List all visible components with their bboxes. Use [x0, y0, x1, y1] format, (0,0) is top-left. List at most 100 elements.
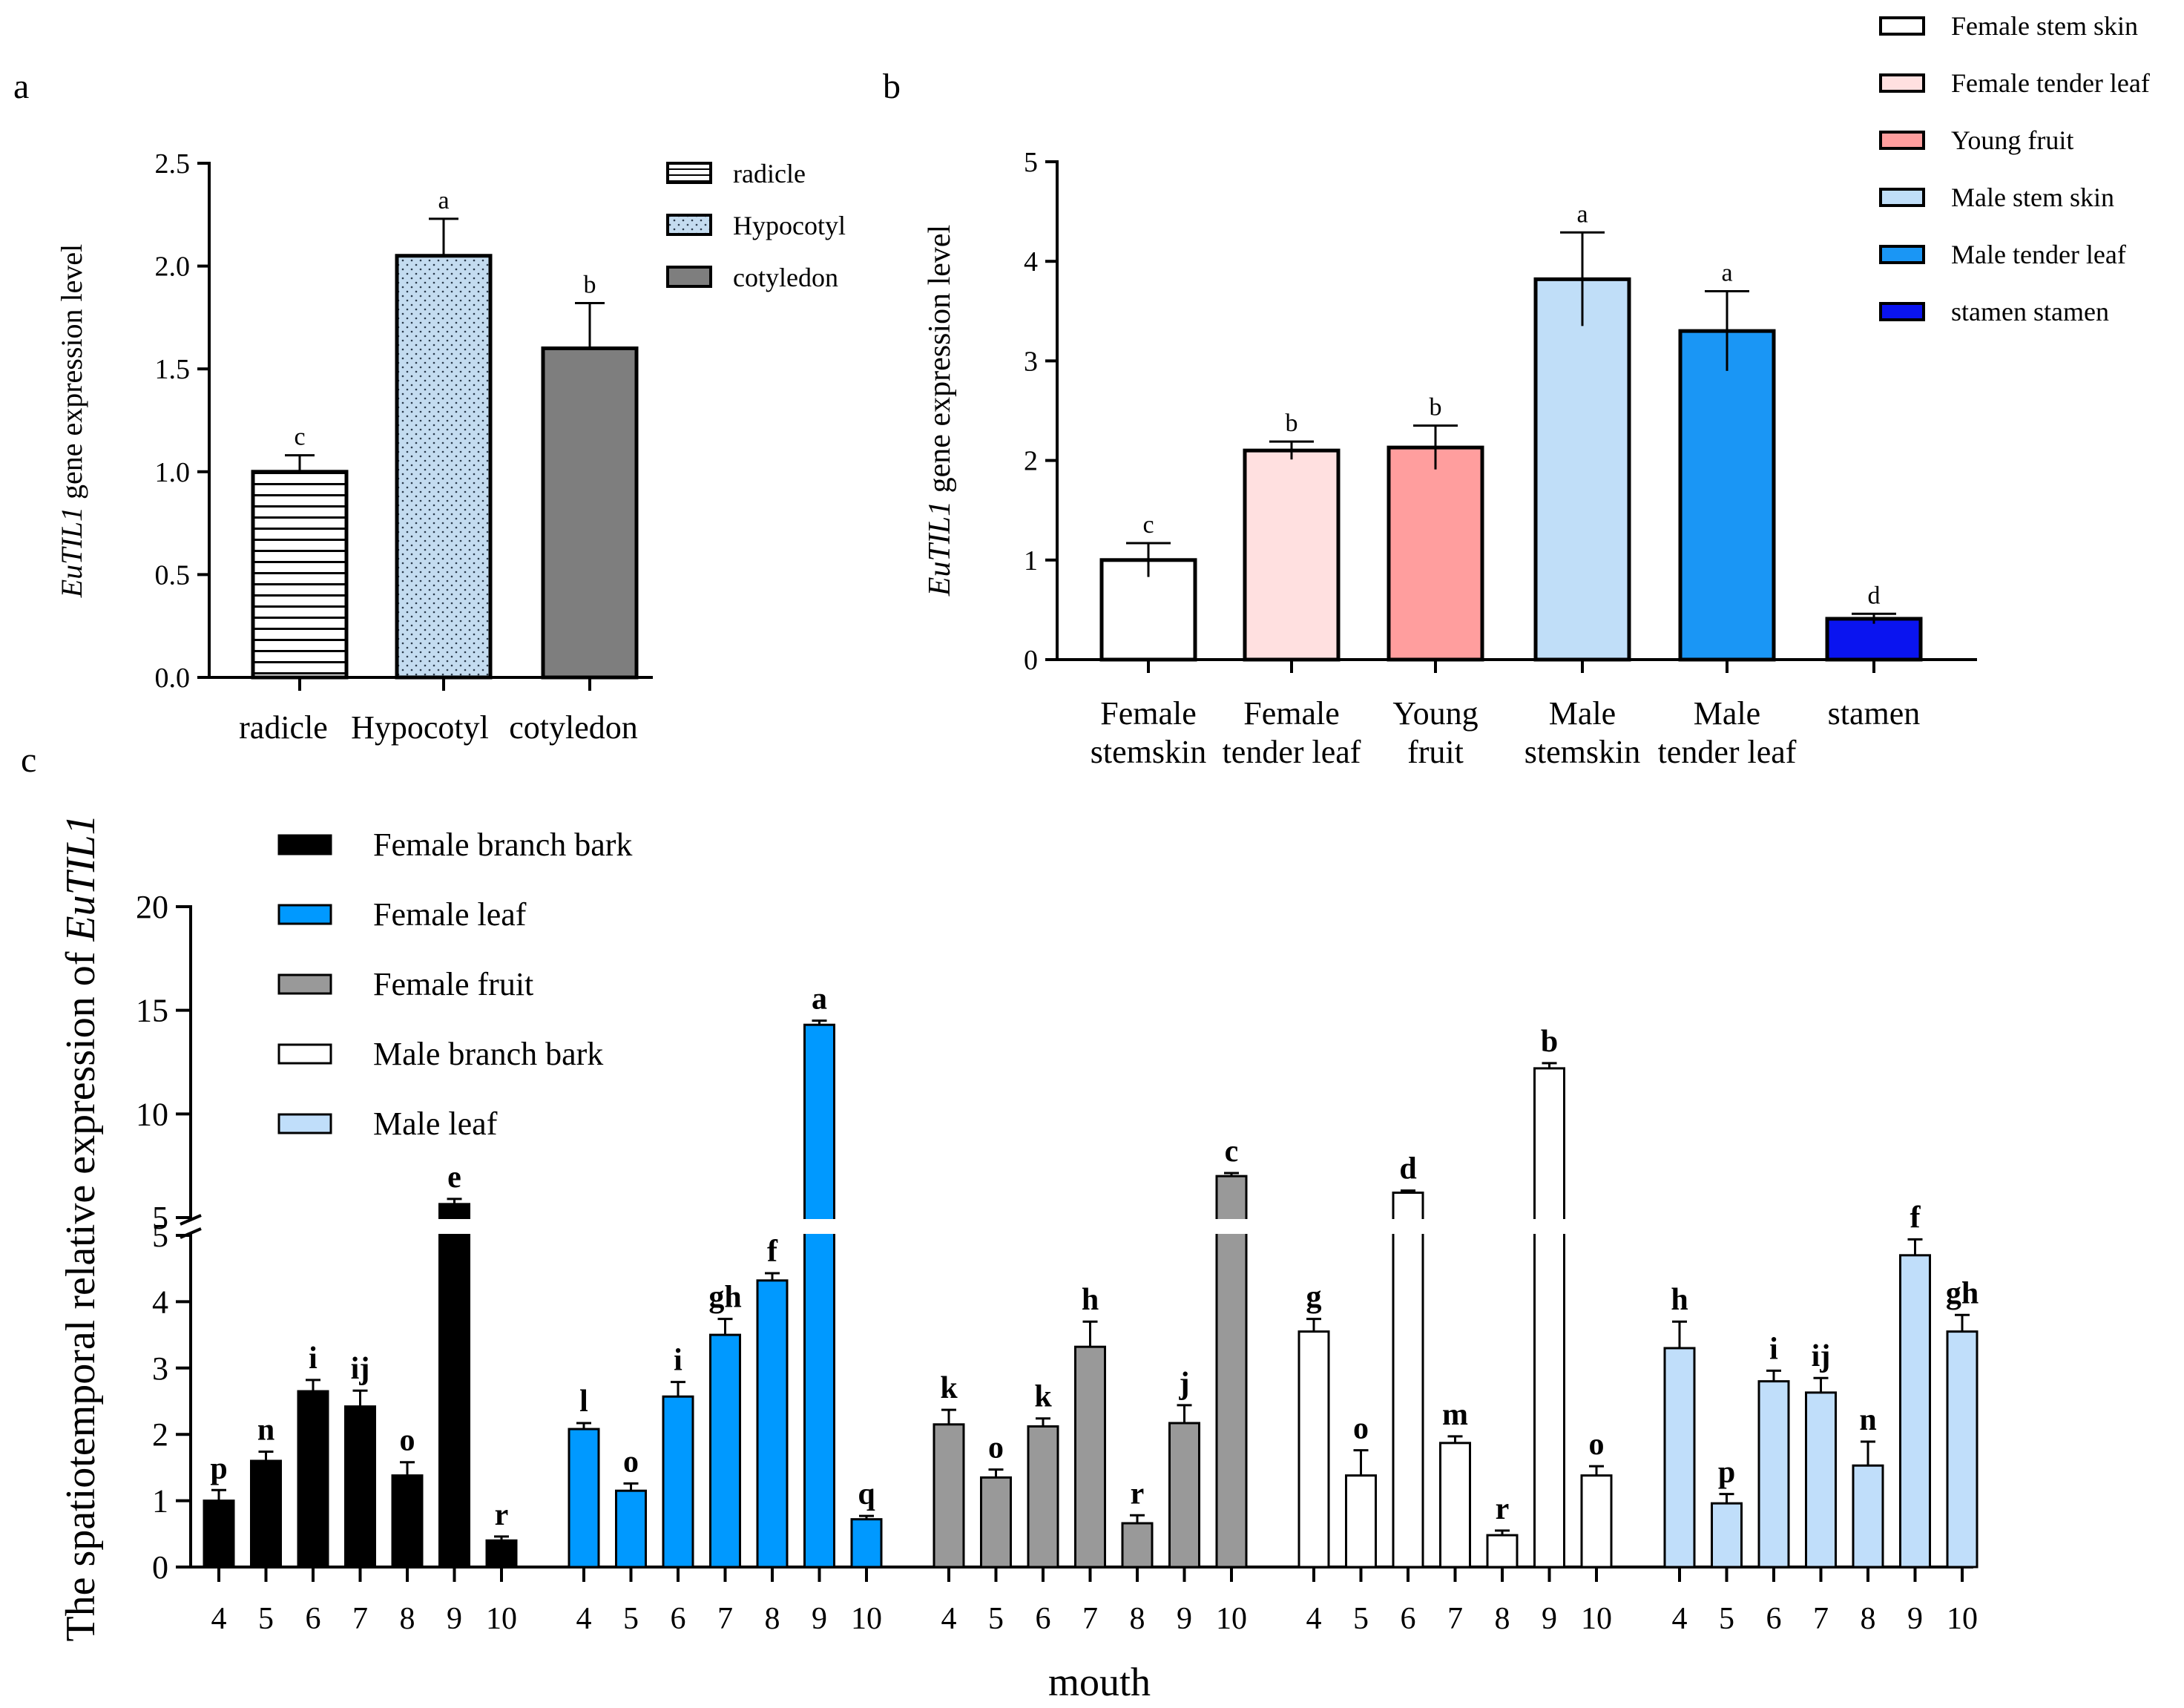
x-tick-label: fruit: [1407, 734, 1464, 770]
panel-label-a: a: [13, 67, 29, 106]
significance-letter: r: [1496, 1492, 1510, 1526]
bar: [1168, 1422, 1200, 1569]
error-bar: [1447, 1435, 1463, 1443]
x-tick-label: 4: [576, 1602, 592, 1636]
error-bar: [859, 1514, 874, 1520]
y-tick-label: 2: [1024, 446, 1038, 477]
error-bar: [988, 1468, 1004, 1478]
error-bar: [1861, 1440, 1875, 1466]
significance-letter: o: [623, 1445, 639, 1479]
legend-label: Male branch bark: [373, 1036, 603, 1072]
y-tick-label: 3: [152, 1350, 168, 1387]
significance-letter: i: [309, 1341, 318, 1376]
legend-label: Female branch bark: [373, 827, 632, 863]
bar-5: [1825, 617, 1923, 662]
x-tick-label: radicle: [239, 709, 328, 746]
error-bar: [1672, 1320, 1687, 1348]
y-tick-label: 0: [1024, 645, 1038, 676]
bar: [438, 1203, 470, 1569]
x-tick-label: 6: [671, 1602, 686, 1636]
significance-letter: f: [1910, 1200, 1921, 1235]
error-bar: [623, 1482, 639, 1491]
significance-letter: b: [1430, 394, 1442, 421]
x-tick-label: 4: [941, 1602, 957, 1636]
error-bar: [1224, 1172, 1239, 1177]
bar: [756, 1279, 789, 1569]
error-bar: [765, 1272, 780, 1281]
bar: [1899, 1254, 1931, 1569]
bar: [1297, 1330, 1330, 1569]
x-tick-label: 5: [988, 1602, 1004, 1636]
legend-label: radicle: [733, 159, 806, 188]
bar-1: [1243, 448, 1341, 662]
legend-label: Female fruit: [373, 966, 533, 1002]
error-bar: [1955, 1313, 1970, 1332]
significance-letter: b: [1286, 410, 1298, 437]
x-tick-label: 7: [1082, 1602, 1098, 1636]
bar: [1852, 1464, 1884, 1569]
bar: [1074, 1345, 1106, 1569]
x-tick-label: 4: [211, 1602, 227, 1636]
legend-swatch: [277, 834, 332, 855]
error-bar: [1306, 1318, 1321, 1332]
bar: [1215, 1175, 1248, 1569]
legend-label: Female stem skin: [1951, 11, 2138, 41]
x-tick-label: 5: [1353, 1602, 1369, 1636]
legend-label: Male leaf: [373, 1106, 498, 1142]
x-tick-label: Young: [1392, 695, 1478, 732]
significance-letter: b: [584, 271, 596, 298]
y-tick-label: 0: [152, 1549, 168, 1586]
y-tick-label: 2: [152, 1416, 168, 1453]
legend-swatch: [277, 904, 332, 925]
x-tick-label: 9: [812, 1602, 827, 1636]
legend-label: Hypocotyl: [733, 211, 846, 240]
significance-letter: o: [1353, 1412, 1369, 1446]
x-tick-label: 7: [1447, 1602, 1463, 1636]
series-female-leaf: l 4 o 5 i 6 gh 7 f 8 a 9 q 10: [568, 982, 883, 1636]
x-tick-label: 9: [1907, 1602, 1923, 1636]
significance-letter: g: [1306, 1281, 1322, 1315]
error-bar: [352, 1389, 368, 1407]
legend-label: cotyledon: [733, 263, 838, 292]
panel-a-chart: 0.0 0.5 1.0 1.5 2.0 2.5 EuTIL1 gene expression…: [55, 148, 846, 746]
significance-letter: a: [812, 982, 827, 1016]
x-tick-label: 7: [717, 1602, 733, 1636]
x-tick-label: 8: [400, 1602, 415, 1636]
bar: [1027, 1425, 1059, 1569]
bar: [803, 1023, 835, 1569]
x-tick-label: Hypocotyl: [351, 709, 489, 746]
error-bar: [1036, 1417, 1050, 1427]
x-tick-label: 5: [258, 1602, 274, 1636]
legend-swatch: [1879, 73, 1925, 93]
legend-swatch: [277, 973, 332, 995]
axis-break-mark: [180, 1214, 202, 1226]
bar: [568, 1428, 600, 1569]
y-tick-label: 10: [136, 1096, 168, 1132]
y-axis-label-gene: EuTIL1: [58, 814, 104, 942]
legend-swatch: [1879, 16, 1925, 36]
bar: [297, 1390, 329, 1569]
bar: [1533, 1067, 1565, 1569]
y-axis-label-gene: EuTIL1: [923, 501, 957, 597]
error-bar: [812, 1019, 827, 1025]
error-bar: [1852, 612, 1896, 624]
significance-letter: q: [858, 1477, 875, 1511]
significance-letter: c: [1142, 511, 1154, 539]
x-tick-label: 9: [1542, 1602, 1557, 1636]
x-tick-label: 6: [1766, 1602, 1782, 1636]
y-tick-label: 1.5: [155, 354, 191, 385]
error-bar: [1813, 1376, 1829, 1393]
x-tick-label: Male: [1549, 695, 1616, 732]
x-tick-label: 5: [623, 1602, 639, 1636]
error-bar: [1766, 1369, 1781, 1382]
legend-swatch: [1879, 131, 1925, 150]
y-tick-label: 2.5: [155, 148, 191, 180]
panel-label-c: c: [21, 740, 36, 780]
significance-letter: i: [1769, 1332, 1778, 1366]
significance-letter: d: [1399, 1152, 1416, 1186]
x-tick-label: Male: [1694, 695, 1760, 732]
bar: [391, 1474, 424, 1569]
significance-letter: n: [1859, 1403, 1876, 1437]
bar-break-gap: [437, 1219, 472, 1234]
x-tick-label: 4: [1306, 1602, 1322, 1636]
